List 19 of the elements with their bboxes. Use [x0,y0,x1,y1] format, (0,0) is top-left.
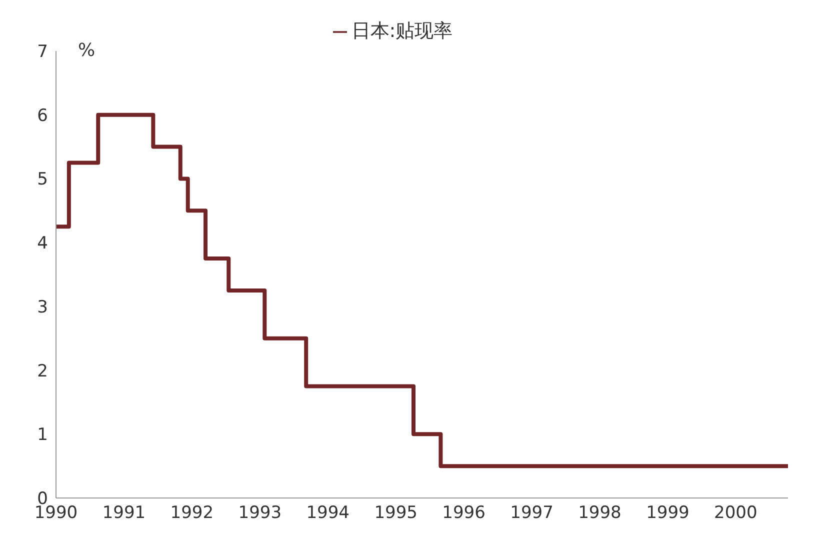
x-tick-label: 1994 [306,503,350,524]
x-tick-label: 1996 [442,503,486,524]
y-tick-label: 4 [37,234,48,254]
y-tick-label: 1 [37,425,48,446]
x-tick-label: 2000 [714,503,758,524]
y-tick-label: 2 [37,361,48,382]
x-tick-label: 1997 [510,503,554,524]
y-tick-label: 7 [37,42,48,62]
y-axis-title: % [78,40,96,61]
y-tick-label: 6 [37,106,48,126]
y-tick-label: 5 [37,170,48,190]
legend-label: 日本:贴现率 [351,20,453,42]
x-tick-label: 1998 [578,503,622,524]
x-tick-label: 1991 [102,503,146,524]
x-tick-label: 1995 [374,503,418,524]
x-tick-label: 1992 [170,503,214,524]
y-tick-label: 3 [37,297,48,318]
x-tick-label: 1999 [646,503,690,524]
x-tick-label: 1993 [238,503,282,524]
